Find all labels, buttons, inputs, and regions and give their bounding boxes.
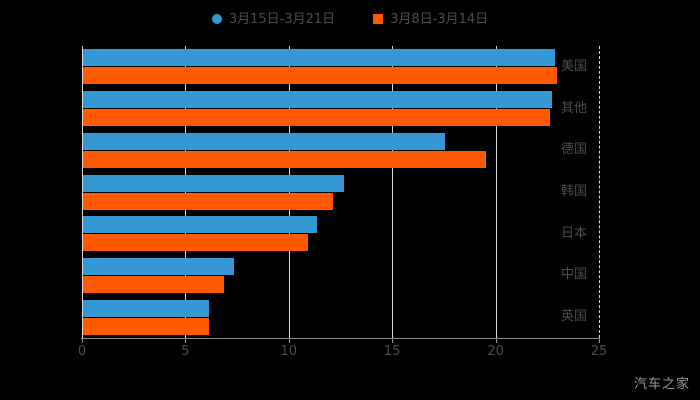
legend-label-series-2: 3月8日-3月14日 bbox=[390, 11, 489, 27]
x-tick-label-15: 15 bbox=[383, 344, 401, 359]
bar[interactable] bbox=[83, 234, 309, 252]
bar[interactable] bbox=[83, 67, 557, 85]
chart-legend: 3月15日-3月21日 3月8日-3月14日 bbox=[0, 6, 700, 32]
bar-group bbox=[83, 49, 600, 85]
bar[interactable] bbox=[83, 257, 234, 275]
tick-mark-25 bbox=[599, 338, 600, 343]
bar-group bbox=[83, 132, 600, 168]
x-tick-label-20: 20 bbox=[487, 344, 504, 359]
bar[interactable] bbox=[83, 49, 555, 67]
bar[interactable] bbox=[83, 216, 317, 234]
x-tick-label-25: 25 bbox=[590, 344, 608, 359]
bar[interactable] bbox=[83, 174, 344, 192]
gridline-5 bbox=[185, 46, 187, 338]
bar-group bbox=[83, 299, 600, 335]
bar[interactable] bbox=[83, 91, 553, 109]
bar-group bbox=[83, 216, 600, 252]
x-tick-label-0: 0 bbox=[77, 344, 87, 359]
y-axis-label-4: 日本 bbox=[560, 225, 587, 241]
legend-swatch-square-icon bbox=[373, 14, 384, 24]
tick-mark-10 bbox=[288, 338, 290, 343]
y-axis-label-0: 美国 bbox=[560, 58, 587, 74]
y-axis-label-2: 德国 bbox=[560, 142, 587, 158]
legend-item-series-2[interactable]: 3月8日-3月14日 bbox=[373, 13, 488, 26]
gridline-15 bbox=[392, 46, 394, 338]
legend-swatch-circle-icon bbox=[211, 14, 222, 24]
y-axis-line bbox=[82, 46, 83, 338]
bar[interactable] bbox=[83, 192, 334, 210]
tick-mark-20 bbox=[495, 338, 497, 343]
chart-plot-area: 美国其他德国韩国日本中国英国 0 5 10 15 20 25 bbox=[78, 46, 607, 358]
x-tick-label-10: 10 bbox=[280, 344, 298, 359]
gridline-25 bbox=[599, 46, 600, 338]
y-axis-label-1: 其他 bbox=[560, 100, 587, 116]
x-axis-line bbox=[81, 338, 600, 339]
watermark-text: 汽车之家 bbox=[633, 377, 690, 392]
bar[interactable] bbox=[83, 299, 210, 317]
gridline-20 bbox=[495, 46, 497, 338]
legend-label-series-1: 3月15日-3月21日 bbox=[228, 11, 336, 27]
y-axis-label-5: 中国 bbox=[560, 267, 587, 283]
bar[interactable] bbox=[83, 132, 445, 150]
bar[interactable] bbox=[83, 109, 551, 127]
y-axis-label-3: 韩国 bbox=[560, 184, 587, 199]
bar[interactable] bbox=[83, 150, 487, 168]
tick-mark-5 bbox=[185, 338, 187, 343]
x-tick-label-5: 5 bbox=[181, 344, 190, 359]
bar[interactable] bbox=[83, 275, 224, 293]
bar-group bbox=[83, 91, 600, 127]
legend-item-series-1[interactable]: 3月15日-3月21日 bbox=[211, 11, 336, 27]
gridline-10 bbox=[288, 46, 290, 338]
bar-group bbox=[83, 257, 600, 293]
tick-mark-15 bbox=[392, 338, 394, 343]
y-axis-label-6: 英国 bbox=[560, 309, 587, 325]
tick-mark-0 bbox=[82, 338, 83, 343]
bar-group bbox=[83, 174, 600, 210]
bar[interactable] bbox=[83, 317, 210, 335]
